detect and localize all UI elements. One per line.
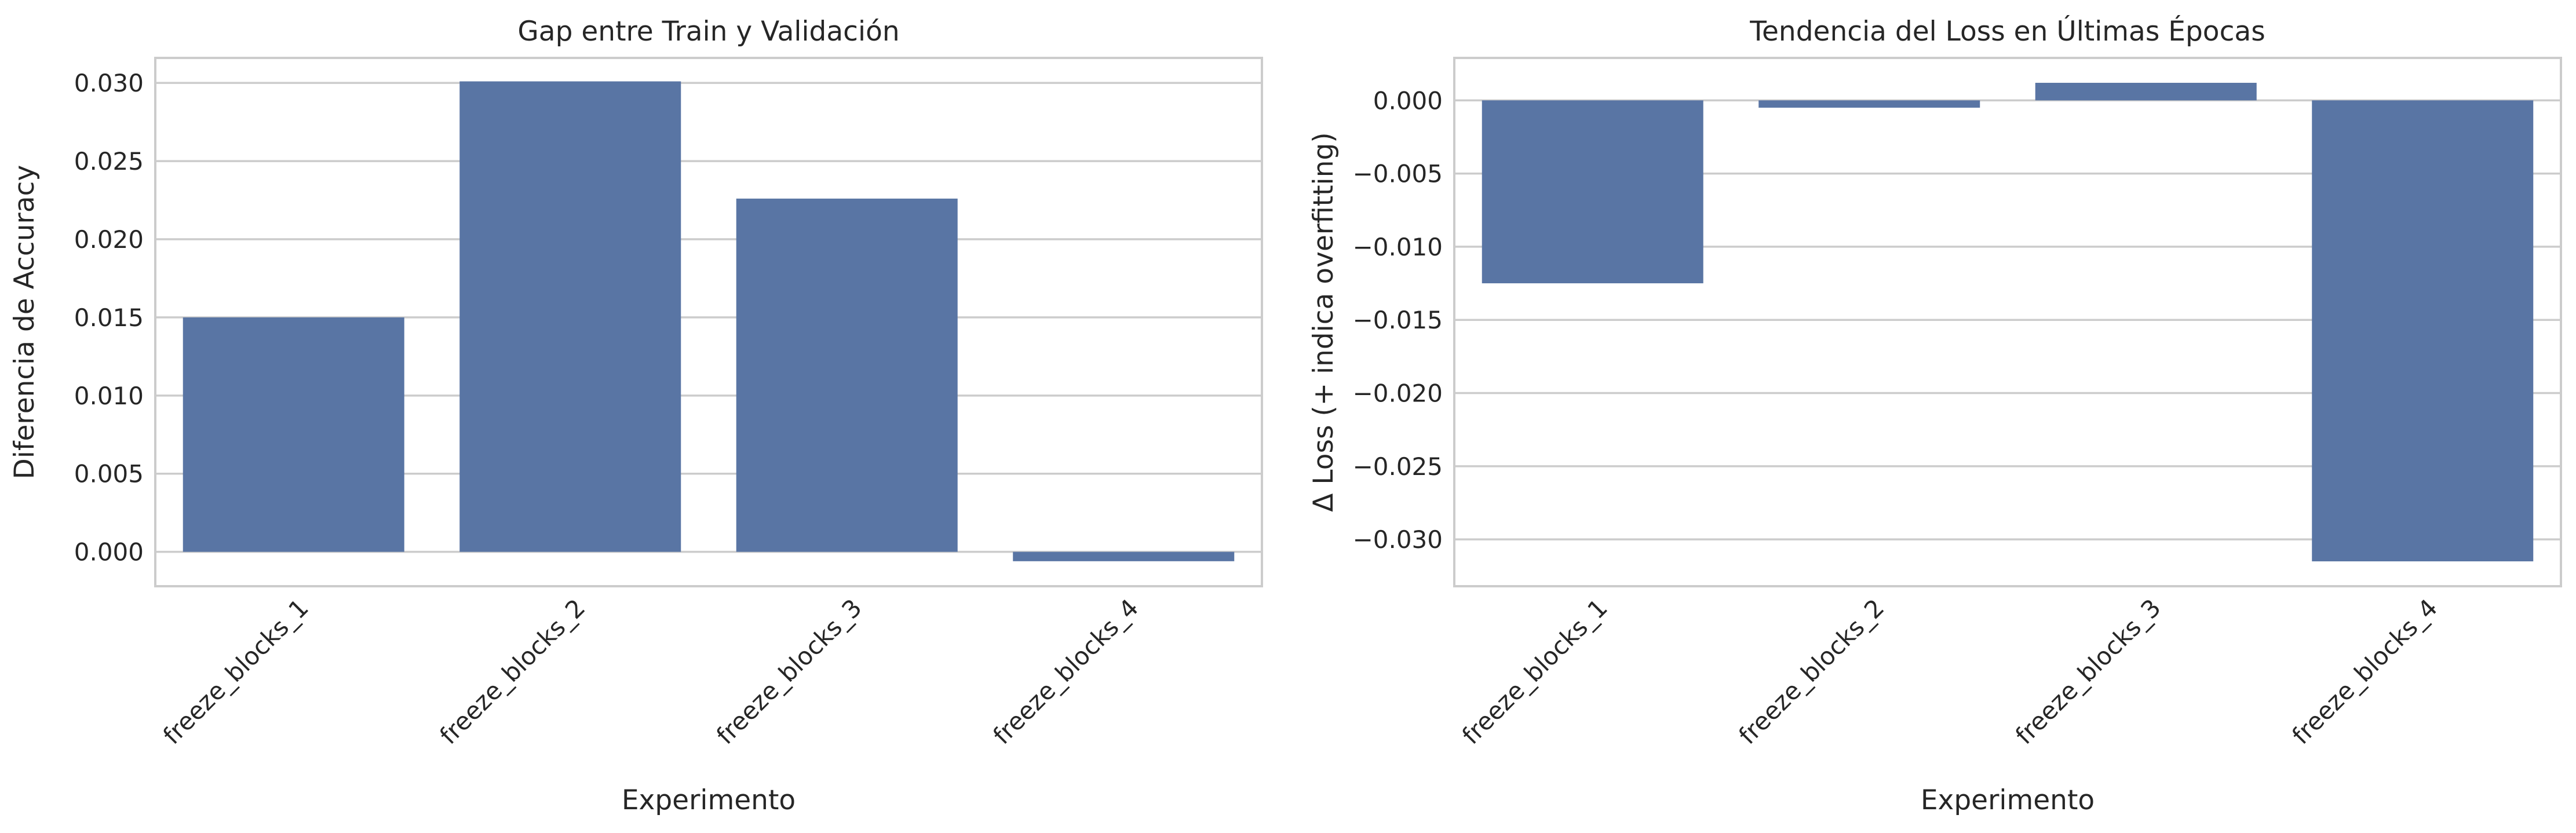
y-tick-label: 0.020 <box>74 225 144 254</box>
axes-frame <box>154 57 1263 587</box>
y-tick-label: 0.025 <box>74 147 144 176</box>
y-tick-label: 0.000 <box>1373 86 1443 115</box>
y-tick-label: −0.015 <box>1353 306 1443 334</box>
x-tick-label: freeze_blocks_4 <box>2286 593 2443 750</box>
axes-frame <box>1453 57 2562 587</box>
x-tick-label: freeze_blocks_3 <box>2010 593 2166 750</box>
bar-freeze_blocks_3 <box>736 198 958 552</box>
bar-freeze_blocks_4 <box>1013 551 1235 561</box>
y-tick-label: −0.005 <box>1353 160 1443 188</box>
x-tick-label: freeze_blocks_4 <box>987 593 1144 750</box>
x-tick-label: freeze_blocks_1 <box>1457 593 1613 750</box>
x-tick-label: freeze_blocks_2 <box>434 593 590 750</box>
y-tick-label: −0.010 <box>1353 233 1443 261</box>
x-axis-label: Experimento <box>1921 784 2095 816</box>
y-tick-label: −0.020 <box>1353 379 1443 408</box>
x-tick-label: freeze_blocks_1 <box>158 593 314 750</box>
bar-freeze_blocks_4 <box>2312 100 2534 562</box>
chart-title: Gap entre Train y Validación <box>517 16 899 48</box>
y-tick-label: −0.030 <box>1353 525 1443 554</box>
y-axis-label: Δ Loss (+ indica overfitting) <box>1308 132 1340 512</box>
y-tick-label: 0.005 <box>74 460 144 488</box>
bar-freeze_blocks_3 <box>2035 82 2257 101</box>
y-tick-label: 0.015 <box>74 304 144 332</box>
bar-freeze_blocks_2 <box>459 81 681 552</box>
chart-1: 0.000 0.005 0.010 0.015 0.020 0.025 0.030 freez… <box>9 16 1263 816</box>
y-tick-label: 0.010 <box>74 382 144 410</box>
x-tick-label: freeze_blocks_3 <box>711 593 867 750</box>
chart-title: Tendencia del Loss en Últimas Épocas <box>1749 16 2265 48</box>
bar-freeze_blocks_1 <box>183 317 404 552</box>
chart-2: 0.000 −0.005 −0.010 −0.015 −0.020 −0.025 −0.03… <box>1308 16 2562 816</box>
y-axis-label: Diferencia de Accuracy <box>9 165 41 480</box>
y-tick-label: 0.030 <box>74 69 144 97</box>
x-tick-label: freeze_blocks_2 <box>1733 593 1889 750</box>
y-tick-label: −0.025 <box>1353 452 1443 481</box>
bar-freeze_blocks_1 <box>1482 100 1703 284</box>
x-axis-label: Experimento <box>622 784 796 816</box>
y-tick-label: 0.000 <box>74 538 144 567</box>
bar-freeze_blocks_2 <box>1758 100 1980 108</box>
